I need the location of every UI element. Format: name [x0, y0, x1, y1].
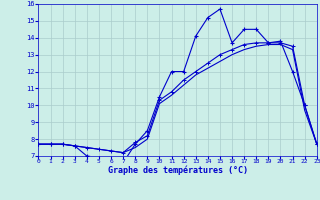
- X-axis label: Graphe des températures (°C): Graphe des températures (°C): [108, 166, 248, 175]
